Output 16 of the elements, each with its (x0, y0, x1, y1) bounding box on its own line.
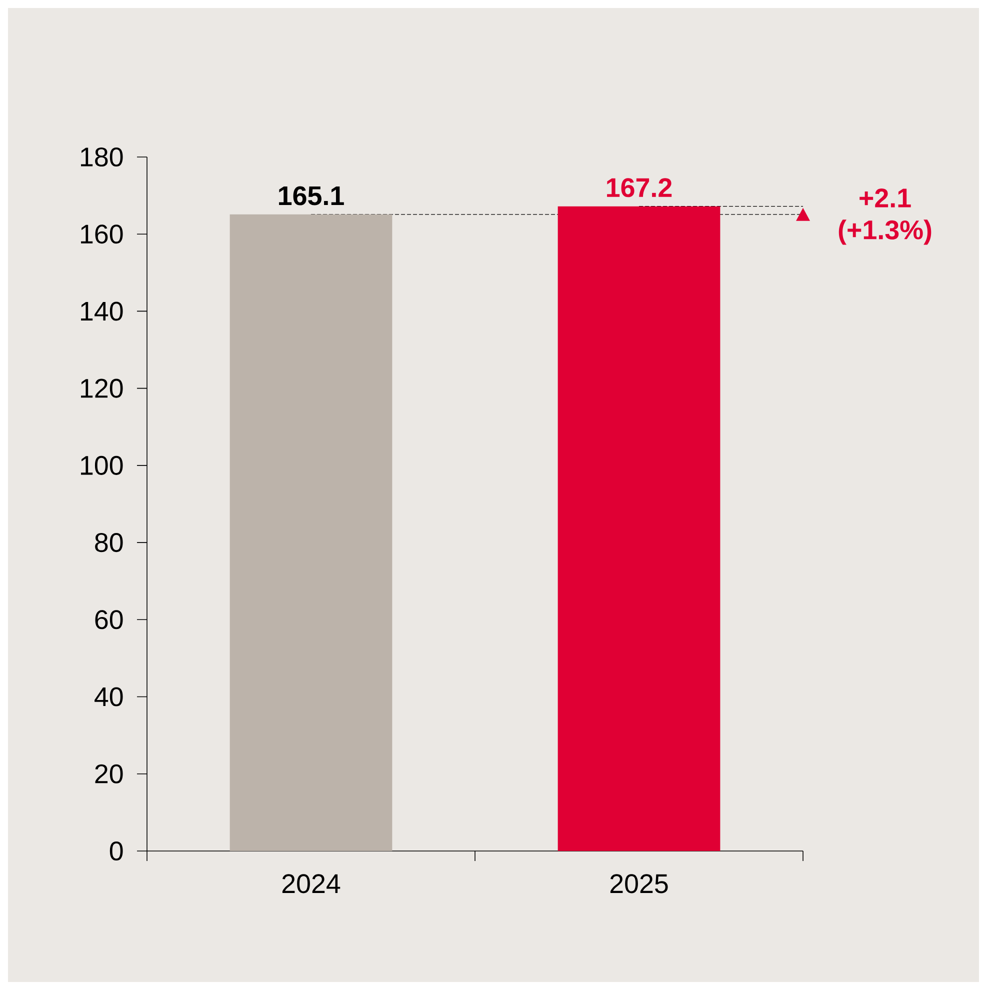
y-tick-label: 20 (95, 764, 123, 784)
y-tick-label: 160 (81, 224, 123, 244)
x-tick-label: 2025 (610, 874, 668, 894)
y-tick-label: 140 (81, 302, 123, 321)
text: (+1.3%) (838, 220, 932, 245)
y-tick-label: 40 (94, 687, 123, 706)
data-label: 165.1 (279, 186, 344, 206)
y-tick-label: 80 (95, 533, 123, 552)
y-tick-label: 60 (95, 610, 123, 630)
y-tick-label: 120 (81, 378, 123, 398)
y-tick-label: 100 (81, 456, 123, 475)
y-tick-label: 0 (110, 841, 123, 861)
x-tick-label: 2024 (282, 874, 340, 894)
text: +2.1 (860, 188, 911, 208)
y-tick-label: 180 (81, 147, 123, 167)
data-label: 167.2 (607, 178, 672, 198)
